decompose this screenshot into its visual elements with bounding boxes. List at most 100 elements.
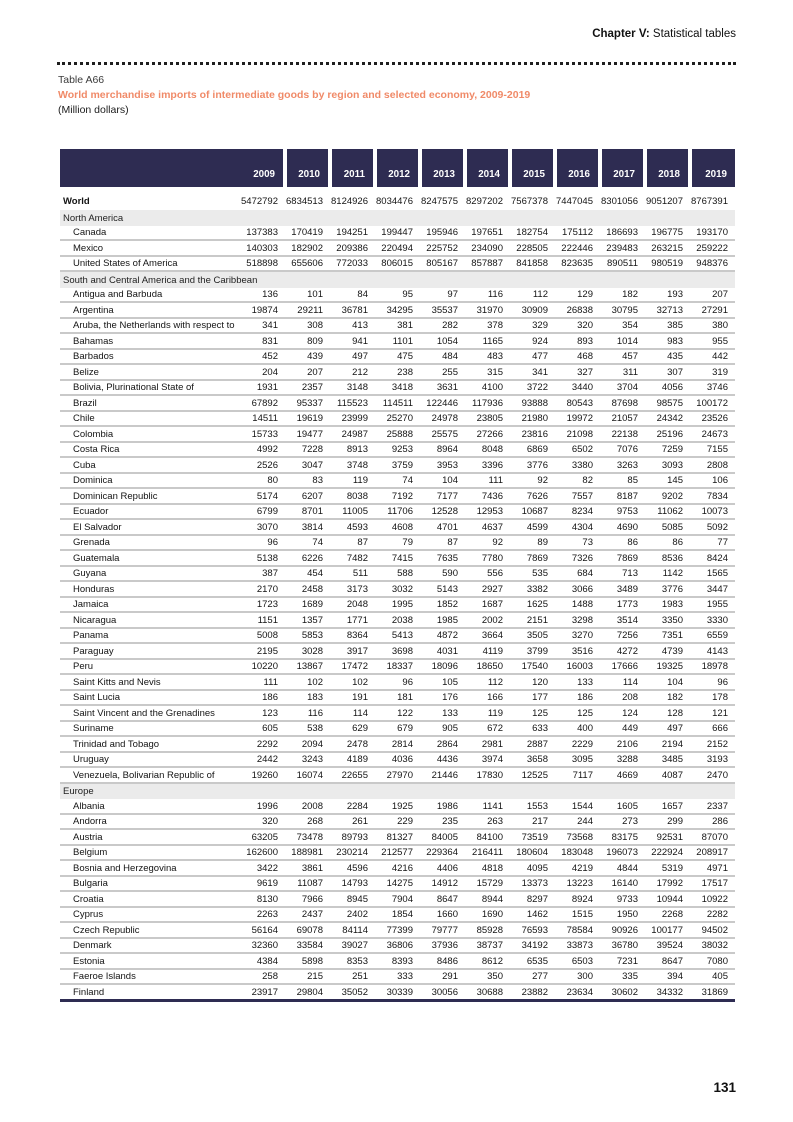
value-cell: 1141 [465, 799, 510, 815]
value-cell: 806015 [375, 255, 420, 272]
value-cell: 92 [510, 472, 555, 489]
value-cell: 2229 [555, 736, 600, 753]
row-label: Saint Vincent and the Grenadines [60, 705, 240, 722]
value-cell: 4701 [420, 519, 465, 536]
value-cell: 263 [465, 813, 510, 830]
value-cell: 186693 [600, 225, 645, 241]
value-cell: 32713 [645, 302, 690, 319]
value-cell: 4216 [375, 860, 420, 877]
value-cell: 518898 [240, 255, 285, 272]
value-cell: 3814 [285, 519, 330, 536]
row-label: Guatemala [60, 550, 240, 567]
value-cell: 234090 [465, 240, 510, 257]
value-cell: 121 [690, 705, 735, 722]
value-cell: 162600 [240, 844, 285, 861]
value-cell: 2887 [510, 736, 555, 753]
row-label: Nicaragua [60, 612, 240, 629]
value-cell: 9253 [375, 441, 420, 458]
table-row: United States of America 518898 655606 7720… [60, 255, 735, 272]
value-cell: 87 [420, 534, 465, 551]
value-cell: 119 [330, 472, 375, 489]
value-cell: 235 [420, 813, 465, 830]
value-cell: 381 [375, 317, 420, 334]
value-cell: 30909 [510, 302, 555, 319]
table-row: Dominica 80 83 119 74 104 111 92 82 85 145 106 [60, 472, 735, 489]
value-cell: 39027 [330, 937, 375, 954]
value-cell: 3704 [600, 379, 645, 396]
value-cell: 341 [510, 364, 555, 381]
value-cell: 8048 [465, 441, 510, 458]
value-cell: 484 [420, 348, 465, 365]
value-cell: 2194 [645, 736, 690, 753]
value-cell: 6503 [555, 953, 600, 970]
value-cell: 3173 [330, 581, 375, 598]
value-cell: 114 [600, 674, 645, 691]
value-cell: 3095 [555, 751, 600, 768]
value-cell: 5092 [690, 519, 735, 536]
value-cell: 194251 [330, 225, 375, 241]
value-cell: 3028 [285, 643, 330, 660]
value-cell: 182 [600, 287, 645, 303]
value-cell: 4143 [690, 643, 735, 660]
value-cell: 207 [285, 364, 330, 381]
value-cell: 3658 [510, 751, 555, 768]
value-cell: 299 [645, 813, 690, 830]
value-cell: 56164 [240, 922, 285, 939]
value-cell: 8767391 [691, 196, 728, 207]
value-cell: 81327 [375, 829, 420, 846]
value-cell: 1771 [330, 612, 375, 629]
table-number: Table A66 [58, 74, 105, 86]
row-label: Saint Lucia [60, 689, 240, 706]
value-cell: 3396 [465, 457, 510, 474]
value-cell: 7080 [690, 953, 735, 970]
table-row: Argentina 19874 29211 36781 34295 35537 31970 3… [60, 302, 735, 319]
value-cell: 12525 [510, 767, 555, 784]
row-label: Andorra [60, 813, 240, 830]
value-cell: 2268 [645, 906, 690, 923]
row-label: Paraguay [60, 643, 240, 660]
value-cell: 3243 [285, 751, 330, 768]
value-cell: 4384 [240, 953, 285, 970]
value-cell: 133 [555, 674, 600, 691]
value-cell: 3759 [375, 457, 420, 474]
table-row: Suriname 605 538 629 679 905 672 633 400 449 497 66… [60, 720, 735, 737]
value-cell: 4272 [600, 643, 645, 660]
value-cell: 124 [600, 705, 645, 722]
value-cell: 605 [240, 720, 285, 737]
value-cell: 137383 [240, 225, 285, 241]
table-row: Guyana 387 454 511 588 590 556 535 684 713 1142 156… [60, 565, 735, 582]
value-cell: 125 [555, 705, 600, 722]
value-cell: 8364 [330, 627, 375, 644]
value-cell: 590 [420, 565, 465, 582]
value-cell: 3093 [645, 457, 690, 474]
value-cell: 8034476 [376, 196, 413, 207]
value-cell: 679 [375, 720, 420, 737]
table-row: Cyprus 2263 2437 2402 1854 1660 1690 1462 1515 19… [60, 906, 735, 923]
row-label: Ecuador [60, 503, 240, 520]
value-cell: 1151 [240, 612, 285, 629]
value-cell: 3514 [600, 612, 645, 629]
value-cell: 32360 [240, 937, 285, 954]
value-cell: 4095 [510, 860, 555, 877]
table-row: Faeroe Islands 258 215 251 333 291 350 277 300 33… [60, 968, 735, 985]
value-cell: 95337 [285, 395, 330, 412]
value-cell: 133 [420, 705, 465, 722]
value-cell: 2337 [690, 799, 735, 815]
table-row: Austria 63205 73478 89793 81327 84005 84100 735… [60, 829, 735, 846]
value-cell: 212 [330, 364, 375, 381]
value-cell: 21098 [555, 426, 600, 443]
value-cell: 2927 [465, 581, 510, 598]
row-label: Brazil [60, 395, 240, 412]
value-cell: 21446 [420, 767, 465, 784]
value-cell: 101 [285, 287, 330, 303]
value-cell: 9619 [240, 875, 285, 892]
value-cell: 6502 [555, 441, 600, 458]
value-cell: 24987 [330, 426, 375, 443]
value-cell: 8424 [690, 550, 735, 567]
table-row: Paraguay 2195 3028 3917 3698 4031 4119 3799 3516… [60, 643, 735, 660]
value-cell: 136 [240, 287, 285, 303]
table-row: Canada 137383 170419 194251 199447 195946 1976… [60, 225, 735, 241]
value-cell: 63205 [240, 829, 285, 846]
value-cell: 229364 [420, 844, 465, 861]
value-cell: 300 [555, 968, 600, 985]
